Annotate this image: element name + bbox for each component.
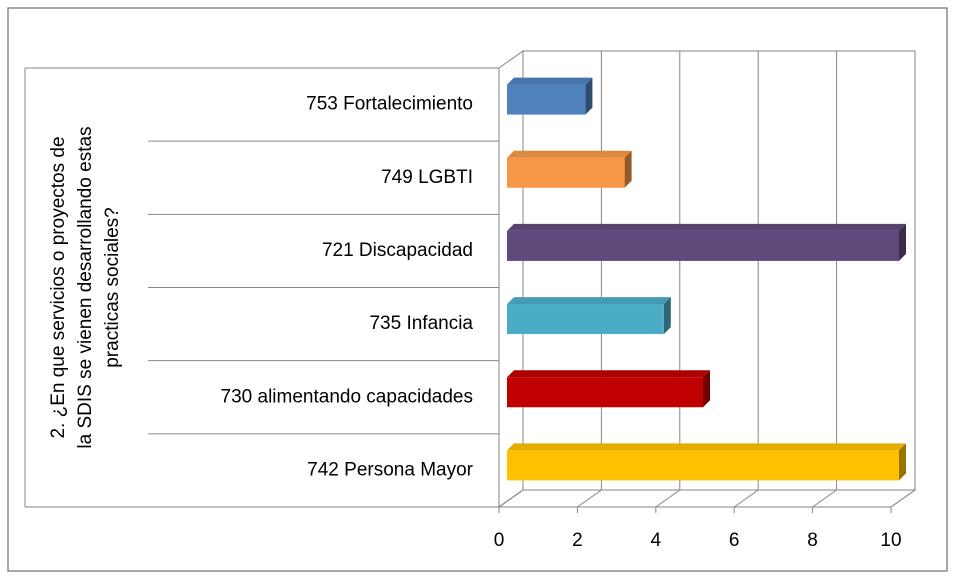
bar-top (507, 150, 632, 158)
grid-line (890, 489, 916, 508)
bar-side (899, 223, 906, 261)
category-label: 721 Discapacidad (322, 240, 473, 261)
bar-top (507, 370, 710, 378)
bar (507, 157, 625, 188)
x-tick-label: 10 (880, 530, 901, 551)
bar (507, 304, 664, 335)
bar-side (624, 150, 632, 188)
category-label: 742 Persona Mayor (307, 459, 473, 480)
y-axis-title-line: la SDIS se vienen desarrollando estas (75, 126, 96, 448)
x-tick-label: 2 (572, 530, 583, 551)
chart-border (7, 7, 948, 572)
bar (507, 450, 899, 481)
x-tick-label: 8 (807, 530, 818, 551)
x-tick-label: 6 (729, 530, 740, 551)
y-axis-title-line: 2. ¿En que servicios o proyectos de (48, 136, 69, 438)
bar-top (507, 223, 906, 231)
grid-line (812, 489, 837, 508)
bar-side (899, 443, 906, 481)
category-label: 730 alimentando capacidades (221, 386, 473, 407)
bar-top (507, 297, 671, 305)
bar-side (703, 370, 710, 408)
y-axis-title-line: practicas sociales? (102, 207, 123, 368)
category-label: 735 Infancia (369, 313, 473, 334)
grid-line (498, 489, 524, 508)
bar-side (663, 297, 671, 335)
bar-side (585, 77, 593, 115)
bar (507, 377, 703, 408)
bar (507, 84, 586, 115)
grid-line (733, 489, 759, 508)
y-axis-title: 2. ¿En que servicios o proyectos de la SD… (48, 126, 123, 448)
grid-line (655, 489, 681, 508)
x-tick-label: 0 (494, 530, 505, 551)
category-label: 749 LGBTI (381, 167, 473, 188)
grid-line (577, 489, 602, 508)
bar (507, 230, 899, 261)
bar-top (507, 443, 906, 451)
x-tick-label: 4 (651, 530, 662, 551)
category-label: 753 Fortalecimiento (306, 94, 473, 115)
bar-top (507, 77, 593, 85)
